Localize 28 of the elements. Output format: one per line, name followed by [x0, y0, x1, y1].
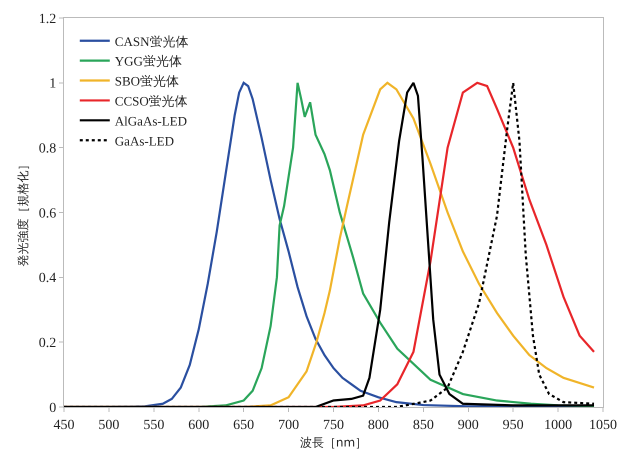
legend-label: SBO蛍光体 [114, 74, 180, 89]
x-tick-label: 900 [458, 418, 479, 433]
x-tick-label: 650 [233, 418, 254, 433]
x-tick-label: 950 [502, 418, 524, 433]
y-tick-label: 0.4 [38, 271, 56, 286]
x-tick-label: 450 [54, 418, 74, 433]
x-tick-label: 1000 [544, 418, 572, 433]
x-tick-label: 700 [278, 418, 300, 433]
y-tick-label: 0 [49, 400, 56, 416]
x-tick-label: 550 [143, 418, 164, 433]
x-tick-label: 600 [188, 418, 210, 433]
legend-label: CASN蛍光体 [114, 34, 188, 49]
y-tick-label: 1.2 [38, 12, 56, 27]
y-axis-title: 発光強度［規格化］ [16, 158, 30, 266]
x-tick-label: 800 [368, 418, 389, 433]
y-tick-label: 0.2 [38, 336, 56, 352]
y-tick-label: 1 [49, 76, 56, 92]
legend-label: CCSO蛍光体 [114, 94, 188, 108]
y-tick-label: 0.6 [38, 206, 56, 222]
x-tick-label: 850 [412, 418, 434, 433]
x-tick-label: 500 [98, 418, 120, 433]
legend-label: YGG蛍光体 [114, 54, 182, 69]
legend-label: GaAs-LED [114, 133, 174, 148]
legend-label: AlGaAs-LED [114, 113, 187, 128]
x-axis-title: 波長［nm］ [300, 436, 368, 450]
x-tick-label: 1050 [589, 418, 617, 433]
x-tick-label: 750 [323, 418, 344, 433]
y-tick-label: 0.8 [38, 142, 56, 157]
